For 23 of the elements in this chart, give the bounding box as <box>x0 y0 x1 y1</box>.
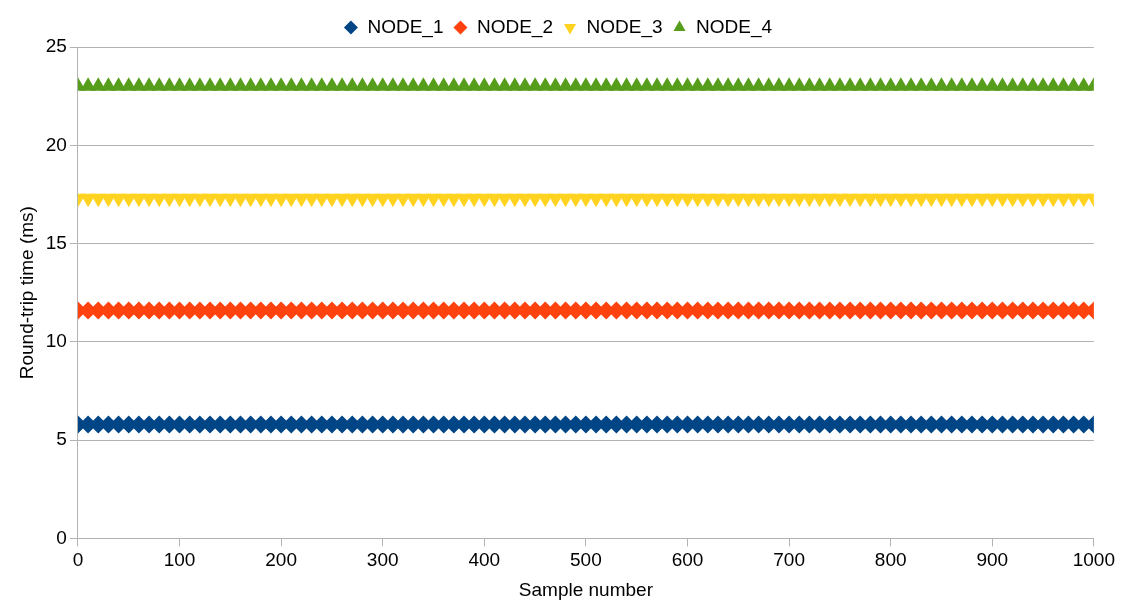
x-tick-label: 0 <box>72 549 84 571</box>
x-tick-label: 400 <box>468 549 501 571</box>
y-tick-label: 5 <box>56 428 67 450</box>
x-tick-label: 1000 <box>1072 549 1116 571</box>
x-axis-title: Sample number <box>518 578 654 600</box>
x-tick-label: 700 <box>773 549 805 571</box>
y-tick-label: 20 <box>45 133 67 155</box>
legend-label: NODE_2 <box>476 15 553 38</box>
legend-label: NODE_3 <box>586 15 663 38</box>
y-tick-label: 25 <box>45 35 67 57</box>
x-tick-label: 200 <box>265 549 297 571</box>
x-tick-label: 100 <box>163 549 196 571</box>
x-tick-label: 300 <box>366 549 399 571</box>
y-axis-title: Round-trip time (ms) <box>15 206 37 380</box>
legend-label: NODE_1 <box>367 15 444 38</box>
x-tick-label: 800 <box>874 549 907 571</box>
y-tick-label: 10 <box>45 330 67 352</box>
y-tick-label: 15 <box>45 231 67 253</box>
x-tick-label: 600 <box>671 549 704 571</box>
legend-label: NODE_4 <box>696 15 773 38</box>
x-tick-label: 900 <box>976 549 1009 571</box>
x-tick-label: 500 <box>570 549 602 571</box>
y-tick-label: 0 <box>56 526 67 548</box>
